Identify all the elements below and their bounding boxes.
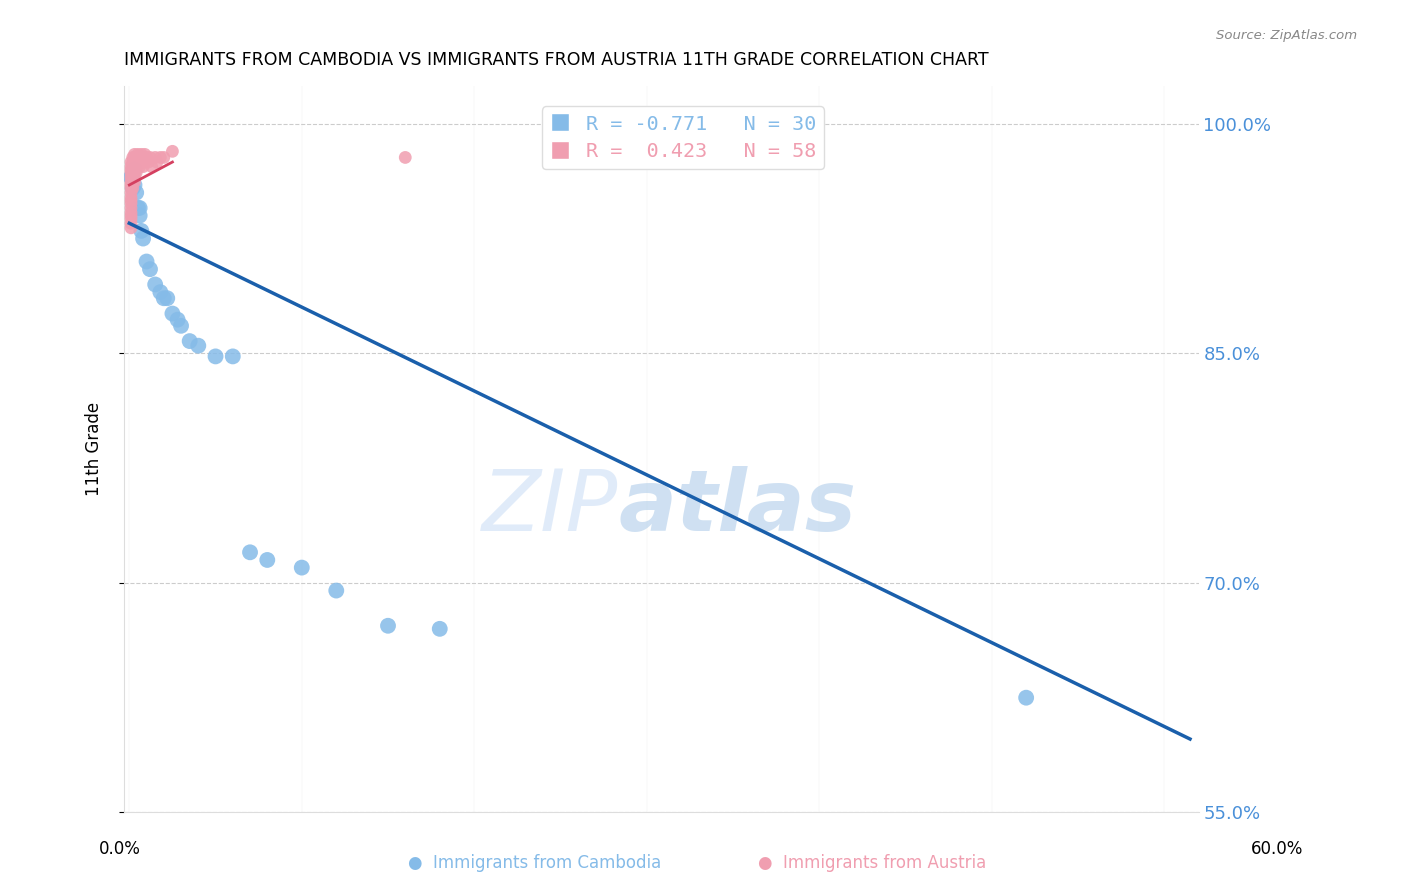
- Point: [124, 147, 146, 161]
- Point: [124, 160, 146, 174]
- Point: [146, 155, 169, 169]
- Text: ZIP: ZIP: [482, 466, 619, 549]
- Point: [131, 155, 153, 169]
- Point: [153, 291, 176, 305]
- Point: [127, 155, 149, 169]
- Point: [120, 181, 142, 195]
- Point: [127, 151, 149, 165]
- Point: [120, 194, 142, 208]
- Point: [128, 201, 150, 215]
- Point: [120, 166, 142, 180]
- Point: [121, 181, 143, 195]
- Point: [125, 166, 148, 180]
- Point: [134, 147, 156, 161]
- Point: [124, 175, 146, 189]
- Point: [429, 622, 451, 636]
- Point: [121, 155, 143, 169]
- Text: Source: ZipAtlas.com: Source: ZipAtlas.com: [1216, 29, 1357, 42]
- Point: [128, 160, 150, 174]
- Point: [256, 553, 278, 567]
- Point: [187, 339, 209, 353]
- Point: [121, 175, 143, 189]
- Point: [127, 201, 149, 215]
- Point: [120, 160, 142, 174]
- Point: [136, 155, 159, 169]
- Point: [162, 307, 184, 321]
- Point: [394, 151, 416, 165]
- Point: [125, 186, 148, 200]
- Point: [120, 211, 142, 226]
- Point: [128, 209, 150, 223]
- Point: [124, 155, 146, 169]
- Point: [125, 151, 148, 165]
- Point: [141, 160, 163, 174]
- Point: [153, 151, 176, 165]
- Point: [120, 209, 142, 223]
- Point: [377, 619, 399, 633]
- Point: [134, 155, 156, 169]
- Point: [131, 224, 153, 238]
- Point: [166, 312, 188, 326]
- Point: [124, 166, 146, 180]
- Point: [120, 205, 142, 219]
- Point: [124, 151, 146, 165]
- Point: [156, 291, 179, 305]
- Point: [124, 170, 146, 185]
- Legend: R = -0.771   N = 30, R =  0.423   N = 58: R = -0.771 N = 30, R = 0.423 N = 58: [541, 106, 824, 169]
- Point: [291, 560, 314, 574]
- Point: [135, 151, 157, 165]
- Point: [132, 160, 155, 174]
- Point: [124, 178, 146, 192]
- Point: [222, 350, 245, 364]
- Point: [121, 170, 143, 185]
- Point: [124, 162, 146, 177]
- Point: [120, 220, 142, 235]
- Point: [139, 151, 162, 165]
- Point: [1015, 690, 1038, 705]
- Point: [132, 151, 155, 165]
- Point: [143, 151, 166, 165]
- Point: [170, 318, 193, 333]
- Point: [121, 181, 143, 195]
- Point: [120, 178, 142, 192]
- Text: atlas: atlas: [619, 466, 856, 549]
- Point: [128, 155, 150, 169]
- Point: [120, 175, 142, 189]
- Point: [120, 170, 142, 185]
- Point: [132, 231, 155, 245]
- Point: [120, 155, 142, 169]
- Point: [204, 350, 226, 364]
- Point: [120, 170, 142, 185]
- Point: [149, 151, 172, 165]
- Point: [128, 151, 150, 165]
- Point: [127, 147, 149, 161]
- Text: 0.0%: 0.0%: [98, 840, 141, 858]
- Point: [120, 186, 142, 200]
- Point: [120, 201, 142, 215]
- Point: [143, 277, 166, 292]
- Point: [125, 160, 148, 174]
- Text: ●  Immigrants from Cambodia: ● Immigrants from Cambodia: [408, 854, 661, 871]
- Point: [179, 334, 201, 348]
- Point: [121, 160, 143, 174]
- Point: [120, 196, 142, 211]
- Point: [120, 190, 142, 204]
- Point: [120, 162, 142, 177]
- Text: ●  Immigrants from Austria: ● Immigrants from Austria: [758, 854, 986, 871]
- Point: [239, 545, 262, 559]
- Point: [125, 155, 148, 169]
- Point: [120, 216, 142, 230]
- Point: [139, 262, 162, 277]
- Y-axis label: 11th Grade: 11th Grade: [86, 402, 103, 496]
- Text: IMMIGRANTS FROM CAMBODIA VS IMMIGRANTS FROM AUSTRIA 11TH GRADE CORRELATION CHART: IMMIGRANTS FROM CAMBODIA VS IMMIGRANTS F…: [124, 51, 988, 69]
- Point: [162, 145, 184, 159]
- Text: 60.0%: 60.0%: [1250, 840, 1303, 858]
- Point: [121, 151, 143, 165]
- Point: [135, 254, 157, 268]
- Point: [121, 166, 143, 180]
- Point: [149, 285, 172, 299]
- Point: [325, 583, 347, 598]
- Point: [131, 147, 153, 161]
